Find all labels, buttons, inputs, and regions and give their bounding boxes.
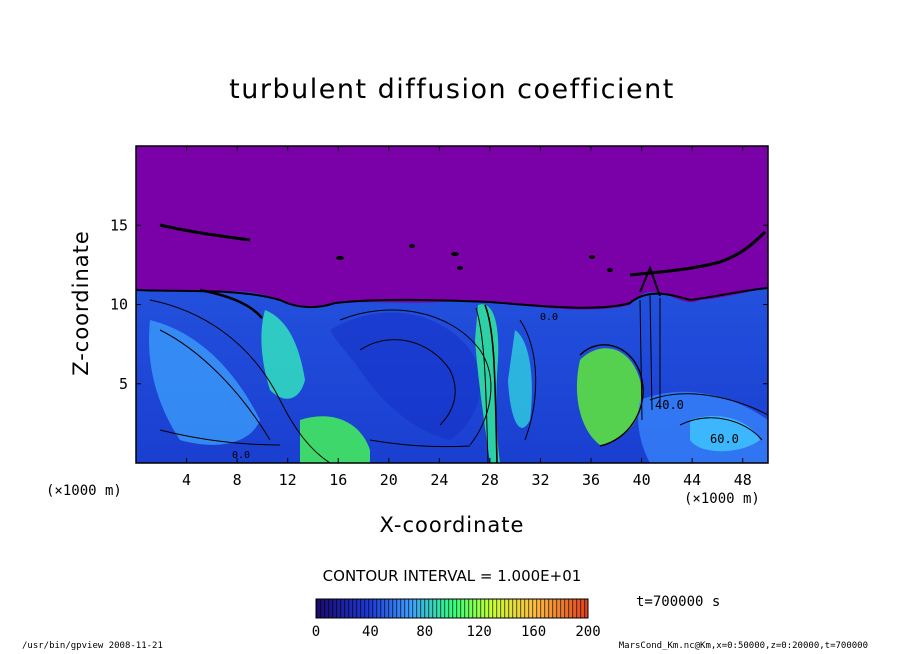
- colorbar-ticks: 0 40 80 120 160 200: [312, 624, 601, 640]
- y-axis: 5 10 15: [110, 216, 768, 393]
- y-axis-label: Z-coordinate: [69, 230, 93, 376]
- x-unit-label-left: (×1000 m): [46, 483, 122, 499]
- x-tick-label: 40: [633, 471, 651, 489]
- y-tick-label: 5: [119, 375, 128, 393]
- x-unit-label-right: (×1000 m): [684, 491, 760, 507]
- contour-label: 0.0: [540, 312, 559, 323]
- x-axis-label: X-coordinate: [379, 513, 525, 537]
- x-tick-label: 12: [279, 471, 297, 489]
- x-tick-label: 44: [683, 471, 701, 489]
- x-tick-label: 16: [329, 471, 347, 489]
- colorbar: [315, 598, 589, 619]
- contour-label: 40.0: [655, 398, 684, 412]
- x-axis: 4 8 12 16 20 24 28 32 36 40 44 48: [182, 146, 752, 489]
- x-tick-label: 36: [582, 471, 600, 489]
- x-tick-label: 28: [481, 471, 499, 489]
- x-tick-label: 24: [430, 471, 448, 489]
- footer-right: MarsCond_Km.nc@Km,x=0:50000,z=0:20000,t=…: [618, 641, 868, 651]
- colorbar-tick-label: 80: [416, 624, 433, 640]
- x-tick-label: 48: [734, 471, 752, 489]
- colorbar-tick-label: 120: [467, 624, 492, 640]
- colorbar-tick-label: 40: [362, 624, 379, 640]
- footer-left: /usr/bin/gpview 2008-11-21: [22, 641, 163, 651]
- contour-interval-text: CONTOUR INTERVAL = 1.000E+01: [322, 567, 582, 585]
- colorbar-tick-label: 0: [312, 624, 320, 640]
- y-tick-label: 10: [110, 296, 128, 314]
- time-label: t=700000 s: [636, 594, 721, 610]
- field-layer: [136, 146, 768, 463]
- x-tick-label: 20: [380, 471, 398, 489]
- x-tick-label: 4: [182, 471, 191, 489]
- x-tick-label: 32: [531, 471, 549, 489]
- contour-label: 0.0: [232, 450, 251, 461]
- x-tick-label: 8: [233, 471, 242, 489]
- y-tick-label: 15: [110, 216, 128, 234]
- colorbar-tick-label: 200: [575, 624, 600, 640]
- colorbar-tick-label: 160: [521, 624, 546, 640]
- contour-label: 60.0: [710, 432, 739, 446]
- chart-title: turbulent diffusion coefficient: [229, 74, 675, 105]
